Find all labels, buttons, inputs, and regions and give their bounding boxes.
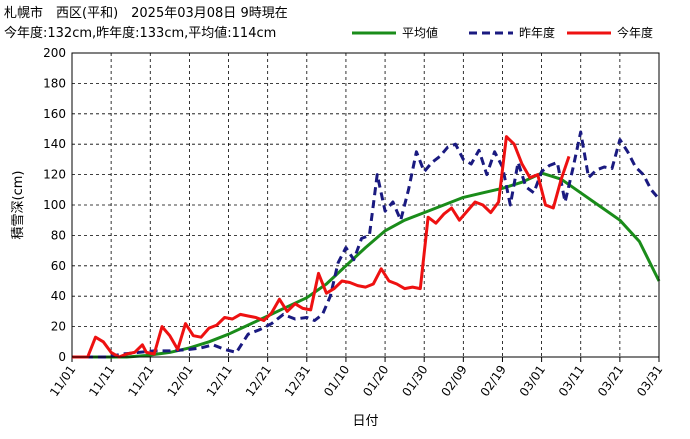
series-line	[72, 135, 571, 359]
x-tick-label: 01/30	[399, 363, 430, 399]
x-tick-label: 12/21	[243, 363, 274, 399]
legend-label: 昨年度	[519, 25, 555, 40]
series-line	[72, 171, 661, 359]
y-tick-label: 60	[51, 259, 66, 273]
chart-summary: 今年度:132cm,昨年度:133cm,平均値:114cm	[4, 26, 277, 41]
x-tick-label: 12/11	[204, 363, 235, 399]
x-tick-label: 03/01	[517, 363, 548, 399]
legend: 平均値 昨年度 今年度	[352, 25, 653, 40]
x-tick-label: 12/01	[165, 363, 196, 399]
series-line	[72, 130, 661, 359]
y-axis-ticks: 0 20 40 60 80 100 120 140 160 180 200	[43, 46, 66, 364]
legend-label: 今年度	[617, 25, 653, 40]
x-tick-label: 03/31	[634, 363, 665, 399]
x-axis-ticks: 11/01 11/11 11/21 12/01 12/11 12/21 12/31 01/10…	[47, 357, 665, 399]
x-tick-label: 02/19	[478, 363, 509, 399]
y-tick-label: 0	[58, 350, 66, 364]
series-lines	[72, 130, 661, 359]
grid-lines	[71, 52, 660, 358]
y-tick-label: 140	[43, 137, 66, 151]
x-tick-label: 01/10	[321, 363, 352, 399]
y-axis-label: 積雪深(cm)	[11, 171, 26, 240]
y-tick-label: 160	[43, 107, 66, 121]
x-tick-label: 12/31	[282, 363, 313, 399]
legend-label: 平均値	[402, 25, 438, 40]
y-tick-label: 120	[43, 168, 66, 182]
y-tick-label: 80	[51, 228, 66, 242]
x-tick-label: 11/11	[86, 363, 117, 399]
x-tick-label: 03/21	[595, 363, 626, 399]
x-tick-label: 01/20	[360, 363, 391, 399]
x-tick-label: 11/01	[47, 363, 78, 399]
y-tick-label: 20	[51, 320, 66, 334]
y-tick-label: 180	[43, 76, 66, 90]
x-tick-label: 02/09	[438, 363, 469, 399]
y-tick-label: 200	[43, 46, 66, 60]
x-axis-label: 日付	[352, 414, 378, 429]
plot-frame	[71, 52, 660, 358]
chart-title: 札幌市 西区(平和) 2025年03月08日 9時現在	[4, 6, 288, 21]
y-tick-label: 40	[51, 289, 66, 303]
y-tick-label: 100	[43, 198, 66, 212]
x-tick-label: 03/11	[556, 363, 587, 399]
x-tick-label: 11/21	[125, 363, 156, 399]
